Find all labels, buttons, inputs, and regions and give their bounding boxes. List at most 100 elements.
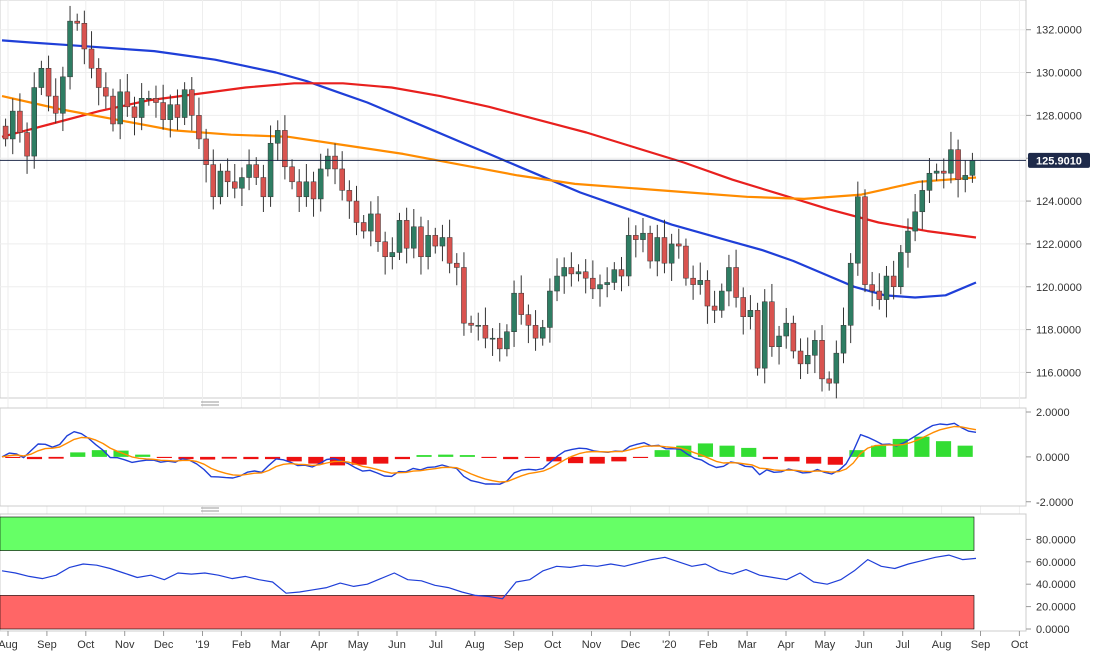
candle (618, 256, 625, 292)
candle-body (582, 271, 589, 279)
candle (668, 233, 675, 281)
candle (375, 196, 381, 252)
macd-histogram-bar (264, 456, 281, 460)
candle-body (496, 337, 503, 350)
macd-signal-line (1, 425, 977, 483)
candle (267, 125, 274, 207)
candle-body (539, 327, 546, 339)
candle (81, 10, 88, 65)
time-tick-label: Jun (388, 639, 406, 651)
candle (167, 94, 174, 138)
candle (941, 158, 947, 189)
sma-slow-path (1, 95, 977, 200)
candle (389, 237, 396, 270)
macd-histogram-bar (438, 454, 454, 457)
candle-body (618, 269, 625, 277)
candle-body (189, 89, 195, 116)
candle-body (103, 87, 109, 97)
price-tick-label: 124.0000 (1036, 196, 1082, 208)
macd-histogram-bar (394, 456, 410, 460)
candle-body (88, 48, 95, 69)
candle (654, 224, 661, 277)
candle-body (518, 292, 524, 315)
candle-body (597, 284, 603, 290)
candle (60, 66, 66, 132)
time-tick-label: Feb (699, 639, 718, 651)
time-tick-label: May (348, 639, 369, 651)
candle (446, 219, 453, 274)
price-tick-label: 122.0000 (1036, 239, 1082, 251)
candle (439, 224, 446, 262)
candle (826, 371, 832, 391)
candle-body (962, 175, 969, 180)
candle-body (604, 282, 610, 285)
macd-histogram-bar (654, 450, 670, 457)
price-tick-label: 130.0000 (1036, 68, 1082, 80)
macd-histogram-bar (849, 450, 865, 457)
candle (525, 304, 532, 344)
candle (153, 85, 159, 118)
candle-body (360, 222, 367, 232)
candle-body (819, 340, 825, 380)
price-panel[interactable]: 132.0000130.0000128.0000126.0000124.0000… (0, 0, 1090, 631)
macd-histogram-bar (91, 450, 107, 457)
candle-body (919, 190, 926, 213)
candle-body (138, 98, 145, 118)
candle-body (411, 226, 417, 249)
candle-body (482, 325, 489, 339)
candle-body (933, 170, 940, 174)
macd-histogram-bar (135, 454, 151, 457)
candle-body (898, 252, 904, 288)
candle-body (9, 110, 16, 140)
candle (912, 194, 918, 242)
time-tick-label: Oct (1011, 639, 1028, 651)
candle-body (840, 325, 847, 354)
candle-body (260, 177, 267, 198)
candle-body (439, 237, 446, 247)
time-tick-label: Sep (504, 639, 524, 651)
candle-body (375, 213, 381, 243)
candle (783, 307, 789, 349)
candle-body (389, 252, 396, 258)
candle (833, 340, 840, 399)
candle (181, 82, 188, 126)
candle (504, 324, 510, 357)
rsi-tick-label: 60.0000 (1036, 557, 1076, 569)
time-tick-label: Mar (738, 639, 757, 651)
candle-body (804, 355, 811, 365)
panel-resize-handle-1[interactable] (201, 401, 219, 406)
candle-body (790, 322, 797, 352)
candle-body (532, 325, 539, 339)
candle (625, 217, 632, 287)
candle (174, 89, 181, 131)
macd-histogram-bar (178, 456, 194, 460)
panel-resize-handle-2[interactable] (201, 507, 219, 512)
time-tick-label: Dec (154, 639, 174, 651)
candlestick-series (2, 5, 976, 399)
candle (274, 120, 281, 162)
candle-body (317, 168, 324, 200)
time-tick-label: Aug (932, 639, 952, 651)
candle (45, 55, 52, 112)
candle-body (418, 226, 424, 258)
time-tick-label: Nov (582, 639, 602, 651)
rsi-panel[interactable]: 80.0000 60.0000 40.0000 20.0000 0.0000 (0, 513, 1076, 636)
time-tick-label: '19 (195, 639, 209, 651)
candle (539, 319, 546, 346)
candle (568, 252, 575, 287)
candle-body (554, 275, 560, 292)
candle-body (754, 310, 761, 369)
candle-body (826, 378, 832, 384)
macd-histogram-bar (806, 456, 822, 464)
time-tick-label: Nov (115, 639, 135, 651)
candle (797, 338, 804, 380)
candle-body (883, 275, 890, 300)
macd-histogram-bar (459, 455, 475, 457)
rsi-tick-label: 80.0000 (1036, 534, 1076, 546)
price-tick-label: 118.0000 (1036, 325, 1081, 337)
candle (382, 231, 388, 275)
candle-body (403, 220, 410, 249)
candle-body (690, 277, 696, 285)
macd-panel[interactable]: 2.0000 0.0000 -2.0000 (0, 407, 1073, 512)
candle-body (203, 138, 209, 165)
